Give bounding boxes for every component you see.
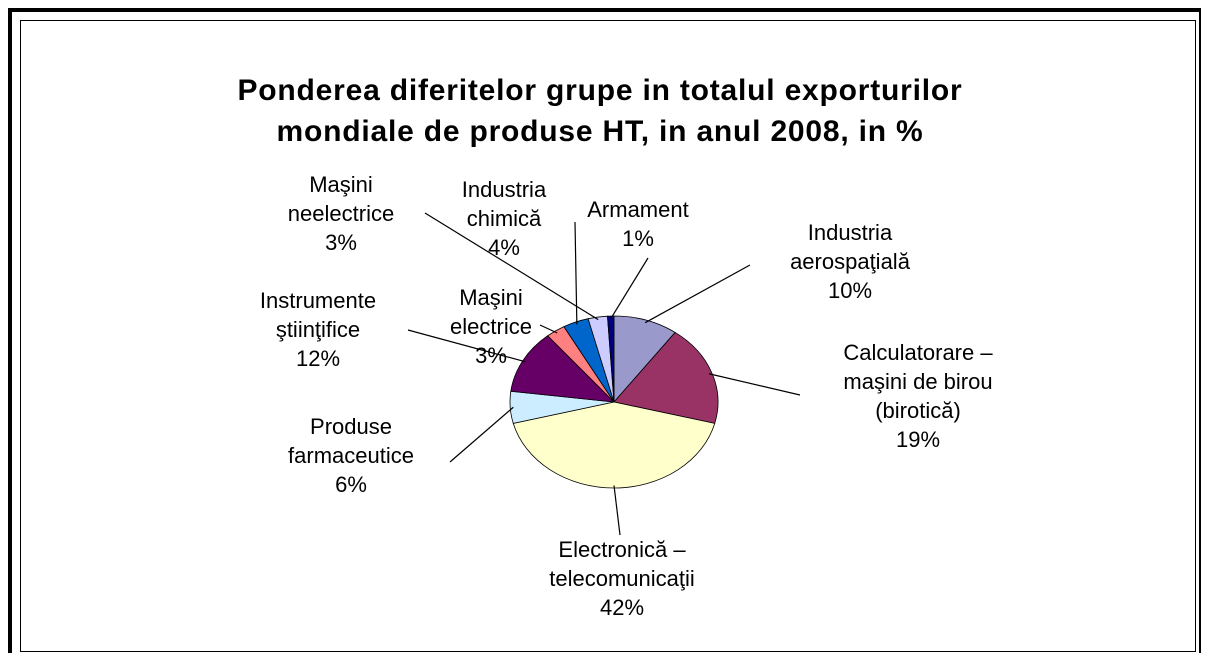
value-label: 4% <box>488 235 520 260</box>
value-label: 6% <box>335 472 367 497</box>
category-name: Produse farmaceutice <box>288 414 414 468</box>
slice-label: Industria chimică 4% <box>449 175 559 262</box>
category-name: Maşini neelectrice <box>287 172 395 226</box>
chart-area <box>20 20 1196 652</box>
value-label: 12% <box>295 346 341 371</box>
value-label: 19% <box>895 427 941 452</box>
slice-label: Calculatorare – maşini de birou (birotic… <box>823 338 1013 454</box>
outer-frame <box>8 8 1201 653</box>
category-name: Electronică – telecomunicaţii <box>549 537 695 591</box>
leader-line <box>708 373 801 396</box>
leader-line <box>449 406 514 463</box>
leader-line <box>613 485 621 536</box>
leader-line <box>539 324 558 334</box>
value-label: 3% <box>325 230 357 255</box>
category-name: Instrumente ştiinţifice <box>259 288 377 342</box>
category-name: Maşini electrice <box>450 285 532 339</box>
slice-label: Electronică – telecomunicaţii 42% <box>532 535 712 622</box>
category-name: Industria chimică <box>461 177 547 231</box>
category-name: Calculatorare – maşini de birou (birotic… <box>843 340 993 423</box>
leader-line <box>407 329 526 363</box>
value-label: 10% <box>827 278 873 303</box>
pie-slice <box>607 315 615 403</box>
leader-line <box>610 257 649 319</box>
leader-line <box>574 221 578 325</box>
value-label: 3% <box>475 343 507 368</box>
pie-slice <box>613 331 719 424</box>
slice-label: Industria aerospaţială 10% <box>775 218 925 305</box>
category-name: Armament <box>587 197 689 222</box>
leader-line <box>424 212 599 321</box>
slice-label: Armament 1% <box>573 195 703 253</box>
slice-label: Produse farmaceutice 6% <box>276 412 426 499</box>
slice-label: Maşini neelectrice 3% <box>276 170 406 257</box>
leader-line <box>644 264 751 324</box>
slice-label: Instrumente ştiinţifice 12% <box>248 286 388 373</box>
slice-label: Maşini electrice 3% <box>436 283 546 370</box>
value-label: 42% <box>599 595 645 620</box>
chart-title: Ponderea diferitelor grupe in totalul ex… <box>237 74 963 148</box>
category-name: Industria aerospaţială <box>790 220 910 274</box>
value-label: 1% <box>622 226 654 251</box>
